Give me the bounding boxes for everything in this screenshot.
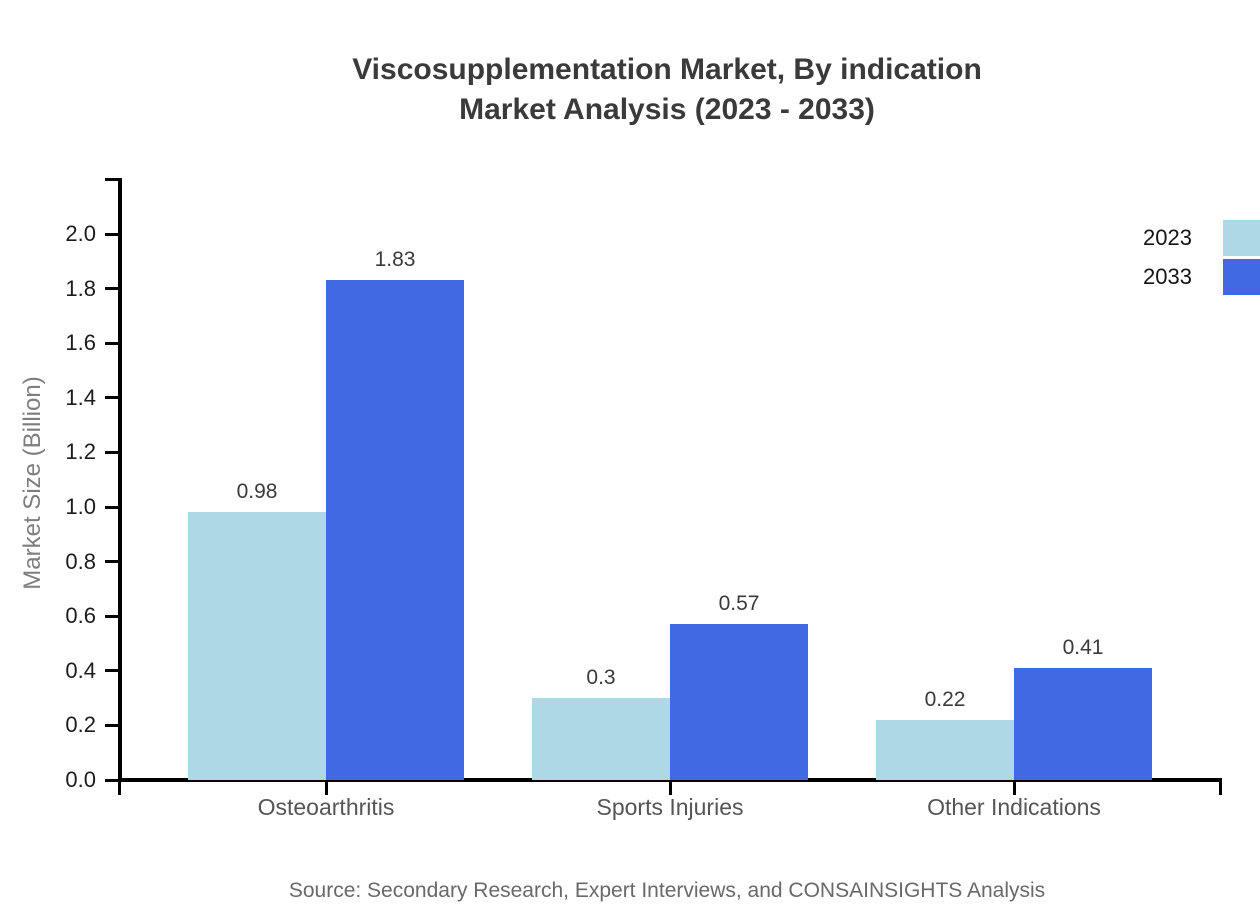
- legend-label-2033: 2033: [1143, 263, 1192, 289]
- value-label-2023-sports-injuries: 0.3: [586, 666, 616, 689]
- y-tick: [105, 505, 118, 509]
- bar-2023-osteoarthritis: [188, 512, 326, 780]
- bar-2023-sports-injuries: [532, 698, 670, 780]
- chart-title-line1: Viscosupplementation Market, By indicati…: [352, 53, 982, 86]
- y-tick-label: 0.8: [65, 548, 96, 574]
- y-tick-label: 0.2: [65, 712, 96, 738]
- y-tick-label: 1.6: [65, 330, 96, 356]
- bar-2033-osteoarthritis: [326, 280, 464, 780]
- source-note: Source: Secondary Research, Expert Inter…: [288, 879, 1046, 902]
- y-tick: [105, 723, 118, 727]
- y-tick: [105, 287, 118, 291]
- chart-title-line2: Market Analysis (2023 - 2033): [459, 93, 875, 126]
- legend-label-2023: 2023: [1143, 225, 1192, 250]
- y-tick-label: 0.0: [65, 767, 96, 792]
- y-tick: [105, 450, 118, 454]
- x-tick: [668, 782, 672, 795]
- x-tick: [1012, 782, 1016, 795]
- value-label-2033-other-indications: 0.41: [1062, 636, 1104, 659]
- value-label-2023-other-indications: 0.22: [924, 688, 966, 711]
- value-label-2033-osteoarthritis: 1.83: [374, 248, 416, 271]
- y-tick: [105, 560, 118, 564]
- y-tick: [105, 341, 118, 345]
- y-axis-end-tick: [105, 178, 118, 181]
- y-tick-label: 2.0: [65, 221, 96, 246]
- y-tick: [105, 669, 118, 673]
- bar-2033-sports-injuries: [670, 624, 808, 780]
- x-axis-line: [118, 778, 1222, 782]
- y-tick-label: 1.8: [65, 275, 96, 301]
- y-tick: [105, 396, 118, 400]
- y-axis-line: [118, 178, 122, 782]
- y-tick-label: 0.6: [65, 603, 96, 629]
- legend-swatch-2023: [1223, 220, 1260, 256]
- y-tick: [105, 232, 118, 236]
- x-category-label-osteoarthritis: Osteoarthritis: [257, 794, 395, 820]
- y-tick: [105, 614, 118, 618]
- x-category-label-sports-injuries: Sports Injuries: [596, 794, 744, 820]
- x-category-label-other-indications: Other Indications: [927, 794, 1101, 820]
- x-axis-left-end-tick: [118, 782, 121, 795]
- bar-2023-other-indications: [876, 720, 1014, 780]
- y-tick-label: 0.4: [65, 657, 96, 683]
- y-tick-label: 1.4: [65, 384, 96, 410]
- value-label-2023-osteoarthritis: 0.98: [236, 480, 278, 503]
- legend-swatch-2033: [1223, 258, 1260, 295]
- y-tick: [105, 778, 118, 782]
- y-tick-label: 1.2: [65, 439, 96, 465]
- x-tick: [324, 782, 328, 795]
- x-axis-right-end-tick: [1219, 782, 1222, 795]
- chart-title: Viscosupplementation Market, By indicati…: [113, 50, 1221, 130]
- bar-2033-other-indications: [1014, 668, 1152, 780]
- y-tick-label: 1.0: [65, 494, 96, 519]
- value-label-2033-sports-injuries: 0.57: [718, 592, 760, 615]
